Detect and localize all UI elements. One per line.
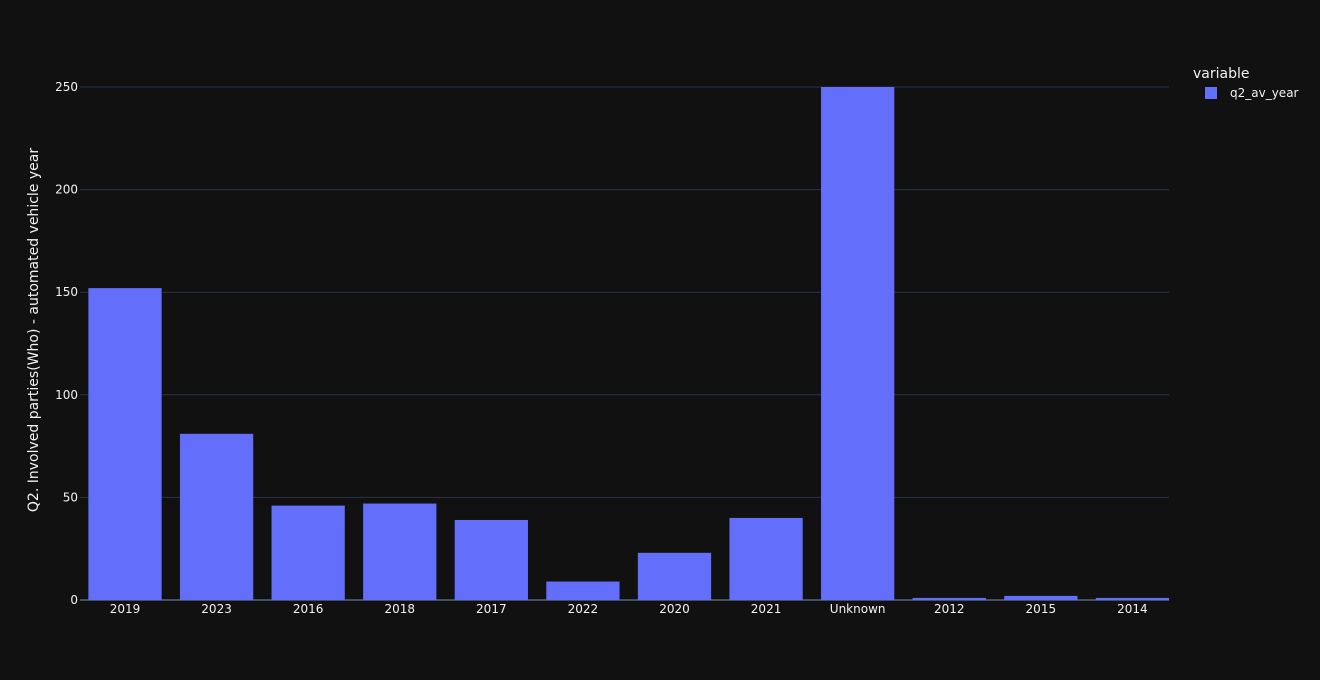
legend[interactable]: variable q2_av_year bbox=[1193, 66, 1299, 100]
x-tick-label: 2016 bbox=[293, 602, 324, 616]
x-tick-label: 2014 bbox=[1117, 602, 1148, 616]
bar-2021[interactable] bbox=[729, 517, 803, 600]
bar-2015[interactable] bbox=[1004, 595, 1078, 600]
x-tick-label: 2021 bbox=[751, 602, 782, 616]
bar-2018[interactable] bbox=[363, 503, 437, 600]
x-tick-label: 2018 bbox=[384, 602, 415, 616]
bar-2019[interactable] bbox=[88, 288, 162, 600]
legend-swatch bbox=[1205, 87, 1217, 99]
bar-2016[interactable] bbox=[271, 505, 345, 600]
y-axis-ticks: 0 50 100 150 200 250 bbox=[55, 80, 78, 607]
x-axis-ticks: 2019 2023 2016 2018 2017 2022 2020 2021 Unknown 2… bbox=[110, 602, 1148, 616]
y-tick-label: 100 bbox=[55, 388, 78, 402]
x-tick-label: 2020 bbox=[659, 602, 690, 616]
x-tick-label: 2012 bbox=[934, 602, 965, 616]
bar-2017[interactable] bbox=[454, 519, 528, 600]
bar-2014[interactable] bbox=[1095, 597, 1170, 600]
bar-2012[interactable] bbox=[912, 597, 986, 600]
x-tick-label: 2019 bbox=[110, 602, 141, 616]
bar-2020[interactable] bbox=[637, 552, 712, 600]
x-tick-label: 2017 bbox=[476, 602, 507, 616]
bar-2022[interactable] bbox=[546, 581, 620, 600]
x-tick-label: 2023 bbox=[201, 602, 232, 616]
legend-label: q2_av_year bbox=[1230, 86, 1299, 100]
x-tick-label: 2015 bbox=[1026, 602, 1057, 616]
y-tick-label: 200 bbox=[55, 183, 78, 197]
y-tick-label: 150 bbox=[55, 285, 78, 299]
legend-title: variable bbox=[1193, 66, 1249, 82]
bars bbox=[88, 87, 1170, 600]
bar-2023[interactable] bbox=[179, 433, 254, 600]
y-axis-title: Q2. Involved parties(Who) - automated ve… bbox=[26, 148, 42, 512]
y-tick-label: 0 bbox=[70, 593, 78, 607]
legend-item-q2-av-year[interactable]: q2_av_year bbox=[1205, 86, 1299, 100]
y-tick-label: 250 bbox=[55, 80, 78, 94]
grid-lines bbox=[80, 86, 1169, 601]
y-tick-label: 50 bbox=[63, 490, 78, 504]
bar-unknown[interactable] bbox=[821, 87, 895, 600]
x-tick-label: 2022 bbox=[568, 602, 599, 616]
x-tick-label: Unknown bbox=[830, 602, 886, 616]
